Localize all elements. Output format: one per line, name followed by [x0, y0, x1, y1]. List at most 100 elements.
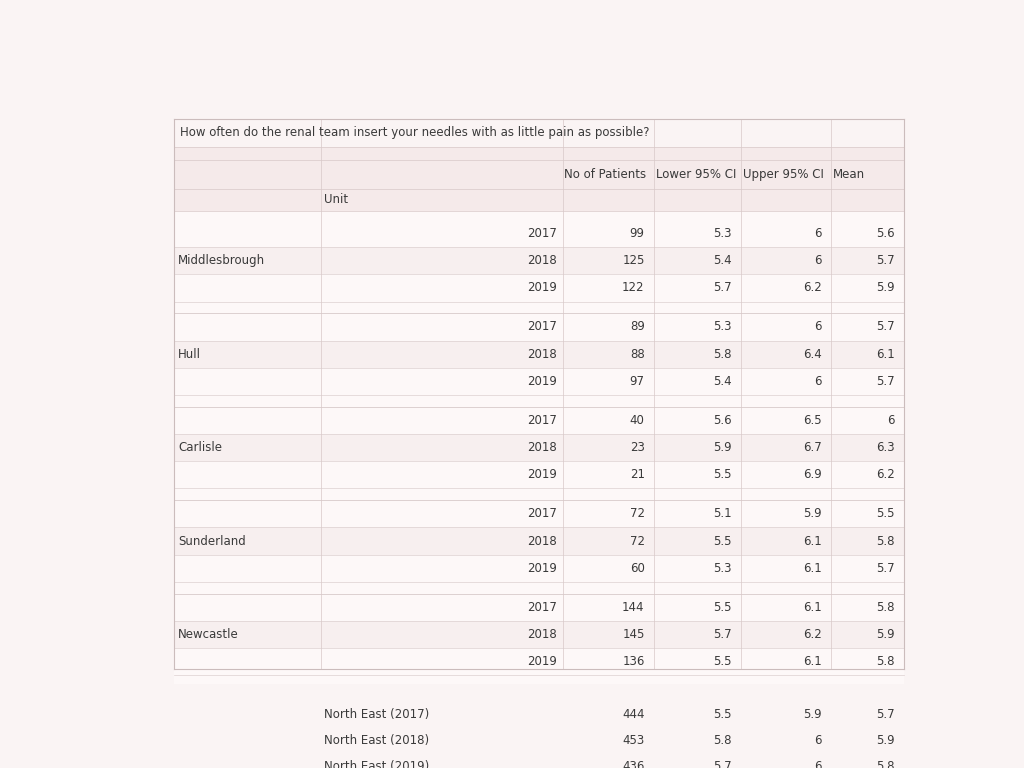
- Text: 2018: 2018: [526, 348, 557, 361]
- Text: 2019: 2019: [526, 655, 557, 668]
- Bar: [174, 461, 904, 488]
- Text: 5.7: 5.7: [714, 760, 732, 768]
- Text: 6.3: 6.3: [876, 441, 895, 454]
- Text: 6: 6: [814, 254, 821, 267]
- Text: 5.5: 5.5: [877, 508, 895, 520]
- Text: 6.9: 6.9: [803, 468, 821, 482]
- Text: 6: 6: [814, 227, 821, 240]
- Text: 6: 6: [814, 320, 821, 333]
- Text: 5.5: 5.5: [714, 601, 732, 614]
- Text: 72: 72: [630, 535, 645, 548]
- Text: 5.9: 5.9: [714, 441, 732, 454]
- Text: 2017: 2017: [526, 414, 557, 427]
- Text: 5.4: 5.4: [714, 375, 732, 388]
- Text: Hull: Hull: [178, 348, 201, 361]
- Text: Unit: Unit: [324, 194, 348, 207]
- Bar: [174, 500, 904, 528]
- Bar: [174, 147, 904, 161]
- Text: No of Patients: No of Patients: [564, 168, 646, 180]
- Bar: [174, 582, 904, 594]
- Text: 5.5: 5.5: [714, 708, 732, 721]
- Text: 2017: 2017: [526, 320, 557, 333]
- Text: 6.2: 6.2: [876, 468, 895, 482]
- Text: 2017: 2017: [526, 508, 557, 520]
- Text: 97: 97: [630, 375, 645, 388]
- Text: 5.1: 5.1: [714, 508, 732, 520]
- Text: 6.1: 6.1: [803, 561, 821, 574]
- Text: 6.2: 6.2: [803, 628, 821, 641]
- Text: 89: 89: [630, 320, 645, 333]
- Text: 5.5: 5.5: [714, 535, 732, 548]
- Text: 2017: 2017: [526, 227, 557, 240]
- Text: 6.1: 6.1: [876, 348, 895, 361]
- Bar: [174, 701, 904, 727]
- Text: Mean: Mean: [833, 168, 865, 180]
- Text: 5.8: 5.8: [714, 348, 732, 361]
- Text: 5.9: 5.9: [876, 628, 895, 641]
- Text: Carlisle: Carlisle: [178, 441, 222, 454]
- Text: 5.7: 5.7: [876, 561, 895, 574]
- Text: 444: 444: [623, 708, 645, 721]
- Text: Upper 95% CI: Upper 95% CI: [743, 168, 824, 180]
- Text: 5.7: 5.7: [876, 254, 895, 267]
- Text: 5.7: 5.7: [876, 375, 895, 388]
- Text: 436: 436: [623, 760, 645, 768]
- Text: 5.7: 5.7: [714, 628, 732, 641]
- Text: 2019: 2019: [526, 375, 557, 388]
- Text: 5.8: 5.8: [877, 535, 895, 548]
- Bar: [174, 675, 904, 688]
- Text: How often do the renal team insert your needles with as little pain as possible?: How often do the renal team insert your …: [180, 127, 650, 140]
- Text: 6.1: 6.1: [803, 601, 821, 614]
- Bar: [174, 753, 904, 768]
- Text: North East (2017): North East (2017): [324, 708, 429, 721]
- Bar: [174, 368, 904, 395]
- Text: 72: 72: [630, 508, 645, 520]
- Text: 2018: 2018: [526, 628, 557, 641]
- Text: 144: 144: [623, 601, 645, 614]
- Text: 60: 60: [630, 561, 645, 574]
- Text: 453: 453: [623, 733, 645, 746]
- Bar: [174, 161, 904, 189]
- Text: 5.7: 5.7: [876, 320, 895, 333]
- Text: 6.2: 6.2: [803, 281, 821, 294]
- Text: 6: 6: [887, 414, 895, 427]
- Text: Middlesbrough: Middlesbrough: [178, 254, 265, 267]
- Bar: [174, 594, 904, 621]
- Text: Lower 95% CI: Lower 95% CI: [655, 168, 736, 180]
- Text: 2018: 2018: [526, 441, 557, 454]
- Text: 2019: 2019: [526, 281, 557, 294]
- Text: 5.6: 5.6: [714, 414, 732, 427]
- Text: 2017: 2017: [526, 601, 557, 614]
- Text: 6.7: 6.7: [803, 441, 821, 454]
- Text: 6.5: 6.5: [803, 414, 821, 427]
- Text: 122: 122: [623, 281, 645, 294]
- Text: 21: 21: [630, 468, 645, 482]
- Text: 5.3: 5.3: [714, 227, 732, 240]
- Text: 88: 88: [630, 348, 645, 361]
- Bar: [174, 554, 904, 582]
- Text: 145: 145: [623, 628, 645, 641]
- Bar: [174, 407, 904, 434]
- Bar: [174, 119, 904, 147]
- Text: 5.8: 5.8: [714, 733, 732, 746]
- Text: 23: 23: [630, 441, 645, 454]
- Text: 2018: 2018: [526, 254, 557, 267]
- Text: 5.9: 5.9: [876, 281, 895, 294]
- Text: Sunderland: Sunderland: [178, 535, 246, 548]
- Text: North East (2019): North East (2019): [324, 760, 429, 768]
- Text: 6.1: 6.1: [803, 655, 821, 668]
- Text: 5.8: 5.8: [877, 655, 895, 668]
- Bar: [174, 274, 904, 302]
- Bar: [174, 220, 904, 247]
- Bar: [174, 434, 904, 461]
- Text: North East (2018): North East (2018): [324, 733, 429, 746]
- Text: 6.4: 6.4: [803, 348, 821, 361]
- Text: 2019: 2019: [526, 561, 557, 574]
- Text: 5.7: 5.7: [714, 281, 732, 294]
- Text: 5.9: 5.9: [803, 708, 821, 721]
- Text: 6: 6: [814, 760, 821, 768]
- Text: 5.6: 5.6: [876, 227, 895, 240]
- Text: 99: 99: [630, 227, 645, 240]
- Text: 5.5: 5.5: [714, 655, 732, 668]
- Bar: [174, 302, 904, 313]
